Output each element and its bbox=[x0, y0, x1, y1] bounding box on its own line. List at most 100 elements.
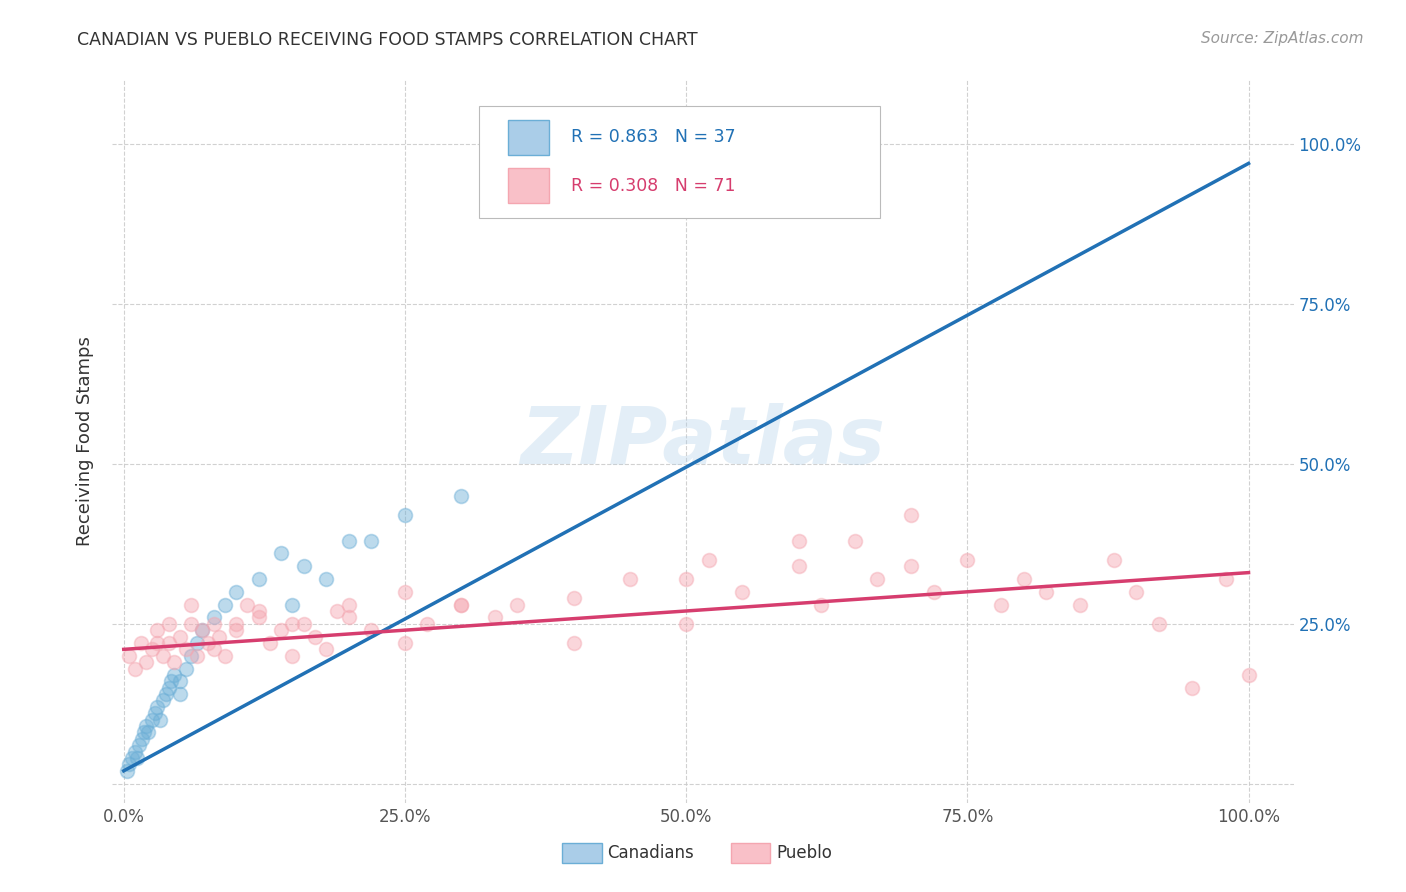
Point bbox=[115, 764, 138, 778]
Point bbox=[152, 693, 174, 707]
Point bbox=[1181, 681, 1204, 695]
Point bbox=[202, 642, 225, 657]
Point bbox=[186, 636, 208, 650]
Point bbox=[131, 731, 153, 746]
Point bbox=[132, 725, 155, 739]
Point bbox=[157, 616, 180, 631]
Point bbox=[124, 745, 146, 759]
Point bbox=[247, 604, 270, 618]
Point bbox=[135, 655, 157, 669]
Point bbox=[844, 533, 866, 548]
Point bbox=[146, 636, 169, 650]
Point bbox=[337, 533, 360, 548]
Text: Source: ZipAtlas.com: Source: ZipAtlas.com bbox=[1201, 31, 1364, 46]
Point bbox=[1012, 572, 1035, 586]
Point bbox=[214, 648, 236, 663]
Point bbox=[394, 636, 416, 650]
Point bbox=[484, 610, 506, 624]
Point bbox=[197, 636, 219, 650]
Point bbox=[247, 572, 270, 586]
Point bbox=[146, 699, 169, 714]
Point bbox=[416, 616, 439, 631]
Point bbox=[146, 623, 169, 637]
Point bbox=[149, 713, 172, 727]
Point bbox=[787, 533, 810, 548]
Point bbox=[247, 610, 270, 624]
Point bbox=[1102, 553, 1125, 567]
Point bbox=[118, 648, 141, 663]
Point bbox=[697, 553, 720, 567]
FancyBboxPatch shape bbox=[508, 120, 550, 154]
Point bbox=[1069, 598, 1091, 612]
Point bbox=[155, 687, 177, 701]
Point bbox=[315, 642, 337, 657]
Point bbox=[143, 706, 166, 721]
Point bbox=[956, 553, 979, 567]
Text: Canadians: Canadians bbox=[607, 844, 695, 862]
Point bbox=[180, 616, 202, 631]
Point bbox=[731, 584, 754, 599]
Point bbox=[326, 604, 349, 618]
Point bbox=[304, 630, 326, 644]
FancyBboxPatch shape bbox=[478, 105, 880, 218]
Point bbox=[174, 661, 197, 675]
Point bbox=[169, 674, 191, 689]
Point bbox=[450, 489, 472, 503]
Point bbox=[270, 546, 292, 560]
Point bbox=[990, 598, 1012, 612]
Point bbox=[152, 648, 174, 663]
Point bbox=[157, 636, 180, 650]
Point bbox=[214, 598, 236, 612]
Point bbox=[315, 572, 337, 586]
Point bbox=[163, 655, 186, 669]
Point bbox=[202, 610, 225, 624]
Point bbox=[450, 598, 472, 612]
Point bbox=[1035, 584, 1057, 599]
Point bbox=[787, 559, 810, 574]
Point bbox=[900, 508, 922, 522]
Point bbox=[450, 598, 472, 612]
Text: ZIPatlas: ZIPatlas bbox=[520, 402, 886, 481]
Point bbox=[506, 598, 529, 612]
Point bbox=[128, 738, 150, 752]
Point bbox=[141, 642, 163, 657]
Text: R = 0.308   N = 71: R = 0.308 N = 71 bbox=[571, 177, 735, 194]
Text: Pueblo: Pueblo bbox=[776, 844, 832, 862]
FancyBboxPatch shape bbox=[508, 169, 550, 203]
Point bbox=[292, 616, 315, 631]
Point bbox=[292, 559, 315, 574]
Point bbox=[236, 598, 259, 612]
Point bbox=[394, 584, 416, 599]
Point bbox=[866, 572, 889, 586]
Point bbox=[281, 648, 304, 663]
Point bbox=[1237, 668, 1260, 682]
Point bbox=[360, 623, 382, 637]
Point bbox=[157, 681, 180, 695]
Point bbox=[186, 648, 208, 663]
Point bbox=[1125, 584, 1147, 599]
Point bbox=[141, 713, 163, 727]
Point bbox=[619, 572, 641, 586]
Point bbox=[180, 598, 202, 612]
Point bbox=[360, 533, 382, 548]
Y-axis label: Receiving Food Stamps: Receiving Food Stamps bbox=[76, 336, 94, 547]
Text: CANADIAN VS PUEBLO RECEIVING FOOD STAMPS CORRELATION CHART: CANADIAN VS PUEBLO RECEIVING FOOD STAMPS… bbox=[77, 31, 697, 49]
Point bbox=[1215, 572, 1237, 586]
Point bbox=[208, 630, 231, 644]
Point bbox=[129, 636, 152, 650]
Point bbox=[118, 757, 141, 772]
Point bbox=[337, 598, 360, 612]
Point bbox=[562, 636, 585, 650]
Point bbox=[169, 687, 191, 701]
Point bbox=[121, 751, 143, 765]
Point bbox=[675, 616, 697, 631]
Point bbox=[281, 598, 304, 612]
Point bbox=[900, 559, 922, 574]
Point bbox=[124, 661, 146, 675]
Point bbox=[225, 623, 247, 637]
Point bbox=[225, 616, 247, 631]
Point bbox=[922, 584, 945, 599]
Point bbox=[281, 616, 304, 631]
Point bbox=[169, 630, 191, 644]
Point bbox=[127, 751, 149, 765]
